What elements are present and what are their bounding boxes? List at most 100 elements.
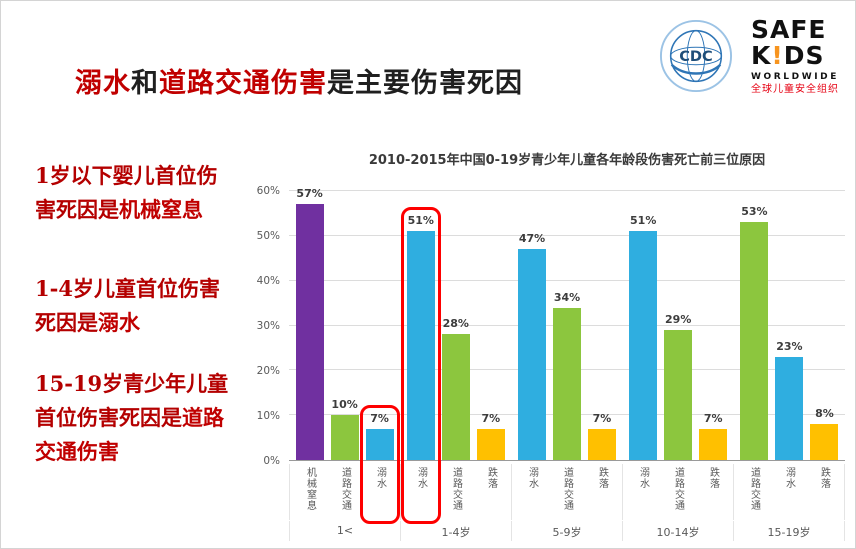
x-label-cell: 道路交通 xyxy=(331,464,359,520)
x-label-cell: 跌落 xyxy=(810,464,838,520)
plot-area: 57% 10% 7% 51% 28% 7% 47% 34% 7% 51% 29% 7% 53% 23% 8% xyxy=(289,187,845,461)
bar-cell: 34% xyxy=(553,191,581,460)
bar xyxy=(629,231,658,460)
bar-cell: 8% xyxy=(810,191,839,460)
note-text: 15-19岁青少年儿童 首位伤害死因是 xyxy=(35,371,229,430)
bar-group: 57% 10% 7% xyxy=(289,187,400,460)
x-label-text: 溺水 xyxy=(374,467,386,489)
safekids-safe-text: SAFE xyxy=(750,15,827,44)
safekids-exclamation-icon: ! xyxy=(771,41,784,71)
bar xyxy=(588,428,616,460)
bar-cell: 29% xyxy=(664,191,693,460)
bar xyxy=(553,307,581,460)
bar-value-label: 29% xyxy=(665,312,692,326)
x-label-cell: 道路交通 xyxy=(664,464,692,520)
bar-cell: 47% xyxy=(518,191,546,460)
safekids-ds: DS xyxy=(783,41,825,71)
bar-value-label: 10% xyxy=(331,398,358,412)
x-label-cell: 溺水 xyxy=(629,464,657,520)
bar-value-label: 7% xyxy=(703,411,723,425)
x-label-cell: 跌落 xyxy=(477,464,505,520)
bar xyxy=(441,334,470,460)
bar-value-label: 57% xyxy=(296,187,323,201)
bar-value-label: 51% xyxy=(630,214,657,228)
note-text: 1-4岁儿童首位伤害 死因是 xyxy=(35,276,220,335)
chart-area: 2010-2015年中国0-19岁青少年儿童各年龄段伤害死亡前三位原因 0% 10… xyxy=(249,147,849,547)
y-tick-label: 0% xyxy=(263,455,280,467)
x-label-group: 溺水 道路交通 跌落 xyxy=(622,464,733,520)
x-labels-row: 机械窒息 道路交通 溺水 溺水 道路交通 跌落 溺水 道路交通 跌落 溺水 道路交通 跌落 道路交通 溺水… xyxy=(289,464,845,520)
age-row: 1< 1-4岁 5-9岁 10-14岁 15-19岁 xyxy=(289,521,845,541)
bar-cell: 7% xyxy=(476,191,505,460)
x-label-text: 道路交通 xyxy=(339,467,351,511)
bar-group: 51% 29% 7% xyxy=(623,191,734,460)
x-label-text: 道路交通 xyxy=(748,467,760,511)
cdc-text: CDC xyxy=(679,48,713,65)
bar xyxy=(365,428,394,460)
x-label-text: 跌落 xyxy=(485,467,497,489)
title-part-and: 和 xyxy=(131,68,159,99)
y-axis-labels: 0% 10% 20% 30% 40% 50% 60% xyxy=(249,185,285,467)
sidebar-note-15-19: 15-19岁青少年儿童 首位伤害死因是道路交通伤害 xyxy=(35,367,240,468)
note-key-term: 道路交通伤害 xyxy=(35,404,224,464)
title-part-main-cause: 是主要伤害死因 xyxy=(327,68,523,99)
bar-cell: 51% xyxy=(629,191,658,460)
bar-cell: 7% xyxy=(699,191,728,460)
x-label-text: 溺水 xyxy=(637,467,649,489)
x-label-cell: 溺水 xyxy=(366,464,394,520)
x-label-text: 道路交通 xyxy=(561,467,573,511)
bar-cell: 10% xyxy=(330,191,359,460)
bar-value-label: 7% xyxy=(370,411,389,425)
age-group-label: 5-9岁 xyxy=(511,521,622,541)
bar-value-label: 23% xyxy=(776,339,803,353)
x-label-cell: 溺水 xyxy=(407,464,435,520)
x-label-group: 机械窒息 道路交通 溺水 xyxy=(289,464,400,520)
age-group-label: 1-4岁 xyxy=(400,521,511,541)
x-label-cell: 道路交通 xyxy=(442,464,470,520)
bar xyxy=(476,428,505,460)
y-tick-label: 20% xyxy=(256,365,280,377)
logo-area: CDC SAFE K!DS WORLDWIDE 全球儿童安全组织 xyxy=(659,15,839,95)
safekids-chinese-text: 全球儿童安全组织 xyxy=(750,83,839,95)
x-label-text: 道路交通 xyxy=(450,467,462,511)
y-tick-label: 30% xyxy=(256,320,280,332)
x-label-group: 道路交通 溺水 跌落 xyxy=(733,464,845,520)
x-label-group: 溺水 道路交通 跌落 xyxy=(400,464,511,520)
title-part-road-traffic: 道路交通伤害 xyxy=(159,68,327,99)
safekids-worldwide-text: WORLDWIDE xyxy=(750,71,839,82)
x-label-text: 溺水 xyxy=(783,467,795,489)
bar xyxy=(740,222,769,460)
bar-value-label: 7% xyxy=(592,411,612,425)
gridline xyxy=(289,190,845,191)
y-tick-label: 60% xyxy=(256,185,280,197)
bar-cell: 51% xyxy=(406,191,435,460)
x-label-cell: 跌落 xyxy=(699,464,727,520)
x-label-cell: 溺水 xyxy=(775,464,803,520)
bar xyxy=(699,428,728,460)
x-label-text: 溺水 xyxy=(415,467,427,489)
bar xyxy=(295,204,324,460)
sidebar-note-under1: 1岁以下婴儿首位伤 害死因是机械窒息 xyxy=(35,159,240,226)
bar-value-label: 7% xyxy=(481,411,501,425)
bar-cell: 28% xyxy=(441,191,470,460)
age-group-label: 15-19岁 xyxy=(733,521,845,541)
x-label-text: 机械窒息 xyxy=(304,467,316,511)
bar xyxy=(810,424,839,460)
y-tick-label: 40% xyxy=(256,275,280,287)
x-label-cell: 机械窒息 xyxy=(296,464,324,520)
x-label-cell: 溺水 xyxy=(518,464,546,520)
bars-row: 57% 10% 7% 51% 28% 7% 47% 34% 7% 51% 29% 7% 53% 23% 8% xyxy=(289,187,845,460)
bar xyxy=(664,329,693,460)
bar-cell: 7% xyxy=(365,191,394,460)
bar-value-label: 53% xyxy=(741,205,768,219)
x-label-text: 跌落 xyxy=(707,467,719,489)
chart-title: 2010-2015年中国0-19岁青少年儿童各年龄段伤害死亡前三位原因 xyxy=(368,153,766,168)
x-label-text: 溺水 xyxy=(526,467,538,489)
bar-value-label: 51% xyxy=(407,214,434,228)
x-label-text: 道路交通 xyxy=(672,467,684,511)
bar xyxy=(775,356,804,460)
safekids-k: K xyxy=(750,41,772,71)
bar xyxy=(406,231,435,460)
bar-value-label: 34% xyxy=(553,290,581,304)
